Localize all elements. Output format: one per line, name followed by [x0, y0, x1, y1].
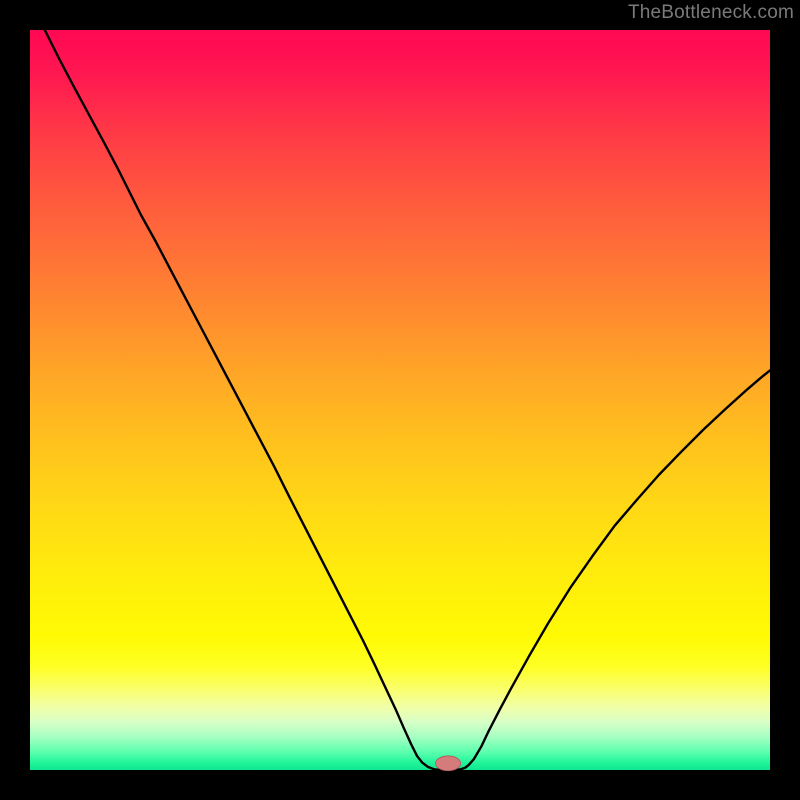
chart-container: TheBottleneck.com	[0, 0, 800, 800]
watermark-text: TheBottleneck.com	[628, 2, 794, 24]
plot-area-gradient	[30, 30, 770, 770]
sweet-spot-marker	[436, 756, 461, 771]
plot-svg	[0, 0, 800, 800]
